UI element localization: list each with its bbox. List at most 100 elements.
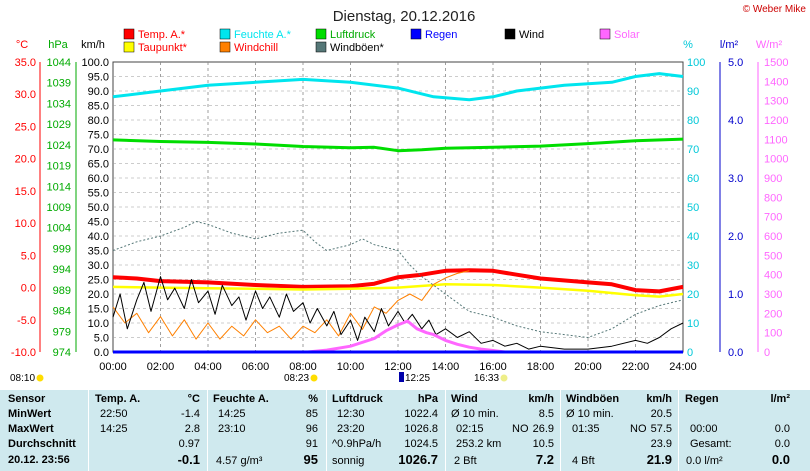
solar-tick-label: 1300 [764, 96, 788, 108]
row-avg-label: Durchschnitt [8, 438, 76, 450]
wind-current: 7.2 [535, 452, 554, 467]
solar-tick-label: 0 [764, 347, 770, 359]
gust-r4-label: 4 Bft [572, 455, 595, 467]
temp-tick-label: -10.0 [11, 347, 36, 359]
rain-tick-label: 4.0 [728, 115, 743, 127]
wind-tick-label: 10.0 [88, 318, 109, 330]
x-tick-label: 18:00 [527, 361, 555, 373]
temp-tick-label: 20.0 [15, 154, 36, 166]
rain-r4-label: 0.0 l/m² [686, 455, 723, 467]
humidity-tick-label: 90 [687, 86, 699, 98]
wind-tick-label: 50.0 [88, 202, 109, 214]
legend-label: Wind [519, 29, 544, 41]
legend-swatch [315, 41, 327, 53]
wind-tick-label: 95.0 [88, 72, 109, 84]
legend-label: Luftdruck [330, 29, 376, 41]
x-tick-label: 22:00 [622, 361, 650, 373]
pressure-tick-label: 1029 [47, 119, 71, 131]
legend-label: Feuchte A.* [234, 29, 292, 41]
solar-tick-label: 1000 [764, 154, 788, 166]
press-header: Luftdruck [332, 393, 383, 405]
wind-tick-label: 35.0 [88, 246, 109, 258]
series-line [112, 276, 684, 350]
wind-tick-label: 25.0 [88, 275, 109, 287]
pressure-tick-label: 1019 [47, 161, 71, 173]
wind-r3-value: 10.5 [532, 438, 554, 450]
hum-max-time: 23:10 [218, 423, 246, 435]
hum-avg: 91 [305, 438, 318, 450]
pressure-tick-label: 1024 [47, 140, 71, 152]
humidity-tick-label: 20 [687, 289, 699, 301]
rain-header: Regen [685, 393, 719, 405]
press-forecast: sonnig [332, 455, 365, 467]
solar-axis-unit: W/m² [756, 39, 783, 51]
pressure-tick-label: 999 [53, 243, 71, 255]
solar-tick-label: 600 [764, 231, 782, 243]
wind-tick-label: 100.0 [81, 57, 109, 69]
press-max: 1026.8 [404, 423, 438, 435]
legend-swatch [219, 28, 231, 40]
legend-label: Solar [614, 29, 640, 41]
x-tick-label: 00:00 [99, 361, 127, 373]
humidity-tick-label: 60 [687, 173, 699, 185]
wind-r2-value: 26.9 [532, 423, 554, 435]
stats-panel: Sensor MinWert MaxWert Durchschnitt 20.1… [0, 390, 810, 471]
press-trend: ^0.9hPa/h [332, 438, 382, 450]
x-tick-label: 04:00 [194, 361, 222, 373]
rain-current: 0.0 [771, 452, 790, 467]
pressure-tick-label: 1004 [47, 223, 71, 235]
series-line [112, 270, 470, 340]
wind-tick-label: 70.0 [88, 144, 109, 156]
moon-icon [500, 374, 508, 382]
series-line [112, 268, 684, 294]
rain-tick-label: 0.0 [728, 347, 743, 359]
wind-tick-label: 40.0 [88, 231, 109, 243]
wind-tick-label: 15.0 [88, 304, 109, 316]
rain-tick-label: 5.0 [728, 57, 743, 69]
pressure-tick-label: 989 [53, 285, 71, 297]
credit-text: © Weber Mike [743, 4, 807, 15]
wind-tick-label: 45.0 [88, 217, 109, 229]
temp-tick-label: 30.0 [15, 89, 36, 101]
x-tick-label: 12:00 [384, 361, 412, 373]
legend-label: Windchill [234, 42, 278, 54]
hum-unit: % [308, 393, 318, 405]
solar-tick-label: 100 [764, 328, 782, 340]
humidity-tick-label: 70 [687, 144, 699, 156]
press-min-time: 12:30 [337, 408, 365, 420]
legend-swatch [315, 28, 327, 40]
gust-r2-label: 01:35 [572, 423, 600, 435]
temp-tick-label: 15.0 [15, 186, 36, 198]
rain-axis-unit: l/m² [720, 39, 739, 51]
rain-unit: l/m² [770, 393, 790, 405]
legend-swatch [410, 28, 422, 40]
row-sensor-label: Sensor [8, 393, 46, 405]
humidity-tick-label: 80 [687, 115, 699, 127]
pressure-tick-label: 974 [53, 347, 71, 359]
temp-tick-label: 0.0 [21, 283, 36, 295]
humidity-axis-unit: % [683, 39, 693, 51]
solar-tick-label: 700 [764, 212, 782, 224]
wind-tick-label: 55.0 [88, 188, 109, 200]
wind-tick-label: 80.0 [88, 115, 109, 127]
wind-tick-label: 5.0 [94, 333, 109, 345]
humidity-tick-label: 10 [687, 318, 699, 330]
temp-max-time: 14:25 [100, 423, 128, 435]
solar-tick-label: 800 [764, 192, 782, 204]
wind-tick-label: 0.0 [94, 347, 109, 359]
solar-tick-label: 1400 [764, 76, 788, 88]
temp-tick-label: 35.0 [15, 57, 36, 69]
pressure-tick-label: 994 [53, 264, 71, 276]
pressure-tick-label: 1044 [47, 57, 71, 69]
weather-chart: 35.0 30.0 25.0 20.0 15.0 10.0 5.0 0.0 -5.0 -10.0 1… [10, 4, 807, 384]
humidity-tick-label: 30 [687, 260, 699, 272]
wind-r4-label: 2 Bft [454, 455, 477, 467]
gust-r3-value: 23.9 [650, 438, 672, 450]
x-tick-label: 02:00 [147, 361, 175, 373]
rain-r3-label: Gesamt: [690, 438, 732, 450]
temp-avg: 0.97 [178, 438, 200, 450]
sun-icon [310, 374, 318, 382]
pressure-tick-label: 1014 [47, 181, 71, 193]
wind-tick-label: 20.0 [88, 289, 109, 301]
x-tick-label: 10:00 [337, 361, 365, 373]
